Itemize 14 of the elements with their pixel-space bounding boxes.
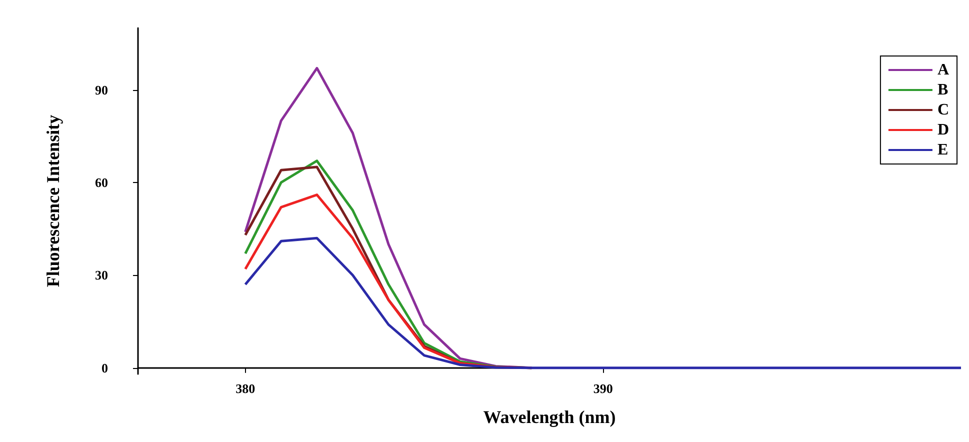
y-axis-title: Fluorescence Intensity [43, 114, 63, 288]
y-tick-label: 0 [102, 360, 108, 376]
legend-label: D [937, 122, 950, 138]
y-tick-label: 60 [95, 174, 108, 190]
y-tick-label: 30 [95, 268, 108, 283]
legend-label: B [937, 82, 948, 98]
line-series [244, 236, 961, 370]
x-tick-label: 380 [236, 381, 256, 396]
y-tick-label: 90 [95, 82, 108, 98]
x-tick-label: 390 [593, 381, 613, 396]
legend-label: E [937, 142, 948, 158]
legend-label: C [937, 102, 950, 118]
legend-label: A [937, 62, 950, 78]
x-axis-title: Wavelength (nm) [483, 407, 616, 427]
